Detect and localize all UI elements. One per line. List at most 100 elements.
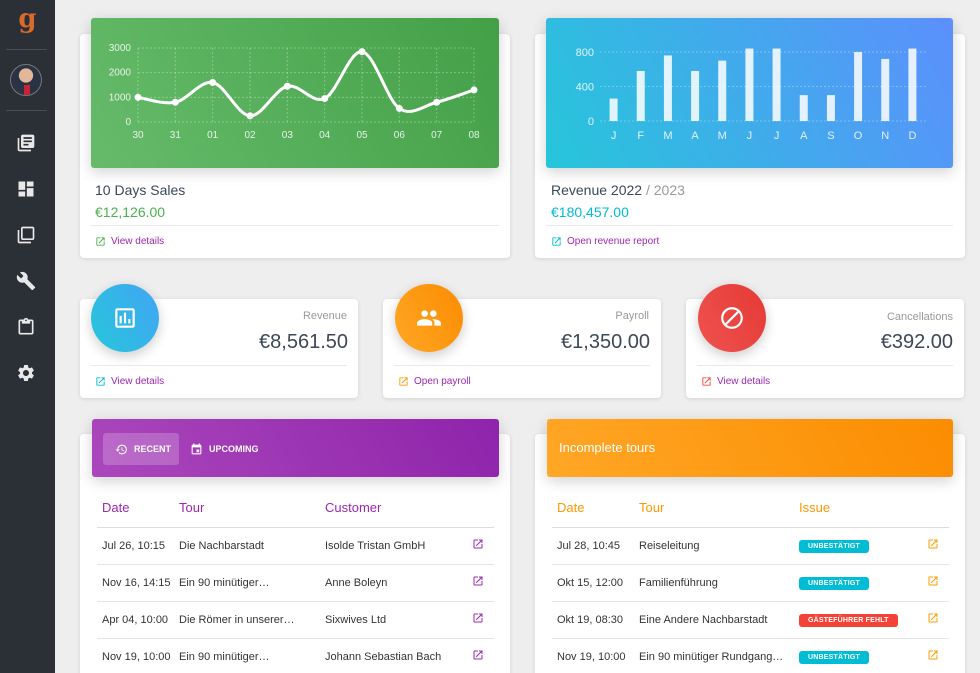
status-badge: UNBESTÄTIGT: [799, 539, 869, 553]
sidebar-item-settings[interactable]: [16, 363, 36, 383]
open-in-new-icon[interactable]: [472, 538, 484, 550]
cell-customer: Sixwives Ltd: [325, 601, 462, 639]
table-row[interactable]: Nov 16, 14:15 Ein 90 minütiger… Anne Boley…: [97, 564, 494, 602]
open-in-new-icon[interactable]: [927, 538, 939, 550]
column-header-date: Date: [97, 489, 179, 528]
cell-tour: Ein 90 minütiger Rundgang…: [639, 638, 799, 673]
column-header-tour: Tour: [639, 489, 799, 528]
avatar[interactable]: [10, 64, 42, 96]
data-point: [134, 93, 142, 101]
revenue-title: Revenue 2022 / 2023: [551, 182, 685, 198]
sidebar-divider: [6, 110, 47, 111]
sidebar-item-dashboard[interactable]: [16, 179, 36, 199]
x-tick-label: J: [611, 130, 617, 142]
sales-view-details-link[interactable]: View details: [95, 236, 164, 247]
open-in-new-icon[interactable]: [927, 649, 939, 661]
sales-title: 10 Days Sales: [95, 182, 186, 198]
bar: [908, 48, 917, 121]
x-tick-label: M: [663, 130, 672, 142]
x-tick-label: M: [718, 130, 727, 142]
payroll-stat-link[interactable]: Open payroll: [398, 376, 471, 387]
incomplete-tours-header: Incomplete tours: [547, 419, 953, 477]
link-label: Open revenue report: [567, 236, 660, 247]
card-divider: [697, 365, 953, 366]
tab-upcoming[interactable]: UPCOMING: [190, 433, 259, 465]
tab-recent[interactable]: RECENT: [103, 433, 179, 465]
cell-issue: UNBESTÄTIGT: [799, 527, 917, 565]
status-badge: UNBESTÄTIGT: [799, 650, 869, 664]
cell-date: Okt 19, 08:30: [552, 601, 639, 639]
sales-amount: €12,126.00: [95, 204, 166, 220]
open-in-new-icon[interactable]: [927, 612, 939, 624]
data-point: [470, 86, 478, 94]
table-row[interactable]: Okt 19, 08:30 Eine Andere Nachbarstadt GÄS…: [552, 601, 949, 639]
table-row[interactable]: Apr 04, 10:00 Die Römer in unserer… Sixwiv…: [97, 601, 494, 639]
row-action-cell: [462, 638, 494, 673]
cell-tour: Familienführung: [639, 564, 799, 602]
app-logo[interactable]: g: [18, 4, 37, 34]
table-header-row: Date Tour Issue: [552, 489, 949, 528]
open-in-new-icon[interactable]: [472, 649, 484, 661]
row-action-cell: [917, 601, 949, 639]
x-tick-label: 30: [132, 130, 144, 141]
column-header-action: [917, 489, 949, 528]
cell-date: Okt 15, 12:00: [552, 564, 639, 602]
x-tick-label: A: [691, 130, 699, 142]
cancellations-stat-link[interactable]: View details: [701, 376, 770, 387]
cell-customer: Johann Sebastian Bach: [325, 638, 462, 673]
link-label: View details: [717, 376, 771, 387]
table-row[interactable]: Jul 28, 10:45 Reiseleitung UNBESTÄTIGT: [552, 527, 949, 565]
column-header-date: Date: [552, 489, 639, 528]
cell-customer: Isolde Tristan GmbH: [325, 527, 462, 565]
revenue-report-link[interactable]: Open revenue report: [551, 236, 659, 247]
revenue-stat-link[interactable]: View details: [95, 376, 164, 387]
table-header-row: Date Tour Customer: [97, 489, 494, 528]
x-tick-label: 06: [394, 130, 406, 141]
open-in-new-icon[interactable]: [927, 575, 939, 587]
row-action-cell: [917, 527, 949, 565]
revenue-stat-value: €8,561.50: [259, 331, 348, 353]
table-row[interactable]: Nov 19, 10:00 Ein 90 minütiger… Johann Seb…: [97, 638, 494, 673]
x-tick-label: 02: [244, 130, 256, 141]
collections-icon: [17, 226, 35, 244]
sidebar-item-clipboard[interactable]: [16, 317, 36, 337]
x-tick-label: A: [800, 130, 808, 142]
row-action-cell: [462, 601, 494, 639]
link-label: Open payroll: [414, 376, 471, 387]
cell-issue: GÄSTEFÜHRER FEHLT: [799, 601, 917, 639]
status-badge: GÄSTEFÜHRER FEHLT: [799, 613, 898, 627]
payroll-stat-label: Payroll: [615, 310, 649, 322]
sidebar-item-library[interactable]: [16, 133, 36, 153]
table-row[interactable]: Okt 15, 12:00 Familienführung UNBESTÄTIGT: [552, 564, 949, 602]
sidebar-item-collections[interactable]: [16, 225, 36, 245]
row-action-cell: [917, 638, 949, 673]
recent-tours-table: Date Tour Customer Jul 26, 10:15 Die Nach…: [97, 489, 494, 673]
block-icon: [721, 307, 743, 329]
table-row[interactable]: Jul 26, 10:15 Die Nachbarstadt Isolde Tris…: [97, 527, 494, 565]
sales-chart-panel: 0 1000 2000 3000 30 31 01 02 03 04 05 06 07 08: [91, 18, 499, 168]
wrench-icon: [16, 271, 36, 291]
open-in-new-icon[interactable]: [472, 612, 484, 624]
sidebar-item-tools[interactable]: [16, 271, 36, 291]
cell-date: Nov 19, 10:00: [97, 638, 179, 673]
cell-issue: UNBESTÄTIGT: [799, 564, 917, 602]
data-point: [395, 104, 403, 112]
calendar-icon: [191, 443, 202, 454]
open-in-new-icon: [552, 237, 561, 246]
y-tick-label: 1000: [109, 92, 132, 103]
open-in-new-icon[interactable]: [472, 575, 484, 587]
bar: [799, 95, 808, 121]
y-tick-label: 0: [588, 116, 594, 128]
open-in-new-icon: [96, 237, 105, 246]
tours-tabs-panel: RECENT UPCOMING: [92, 419, 499, 477]
data-point: [171, 98, 179, 106]
table-row[interactable]: Nov 19, 10:00 Ein 90 minütiger Rundgang… U…: [552, 638, 949, 673]
open-in-new-icon: [702, 377, 711, 386]
cell-date: Jul 28, 10:45: [552, 527, 639, 565]
payroll-stat-icon-circle: [395, 284, 463, 352]
cancellations-stat-icon-circle: [698, 284, 766, 352]
data-point: [246, 112, 254, 120]
x-tick-label: N: [881, 130, 889, 142]
revenue-stat-label: Revenue: [302, 310, 347, 322]
row-action-cell: [917, 564, 949, 602]
